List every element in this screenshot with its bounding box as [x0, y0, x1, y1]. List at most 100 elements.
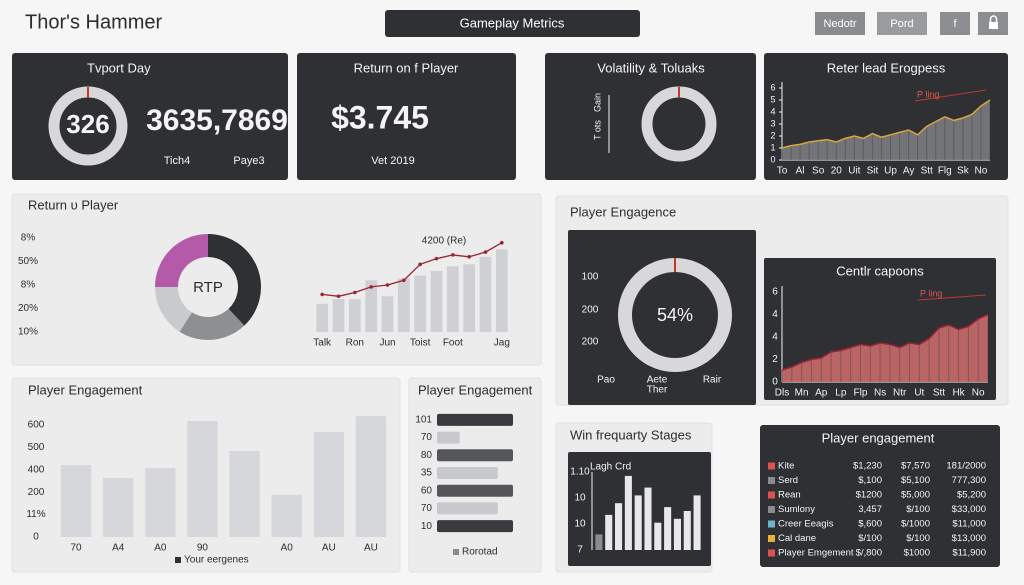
ring-value: 399	[659, 110, 699, 137]
table-cell: $/100	[906, 504, 930, 515]
bar	[187, 420, 218, 537]
card-title: Volatility & Toluaks	[597, 60, 705, 75]
table-cell: Kite	[778, 461, 794, 472]
tab-button[interactable]	[385, 10, 640, 37]
x-tick-label: To	[777, 166, 788, 177]
row-swatch	[768, 462, 775, 470]
x-tick-label: Lp	[835, 388, 847, 399]
y-axis-label: 10	[574, 519, 586, 530]
bar	[316, 303, 329, 332]
y-tick-label: 60	[421, 485, 433, 496]
bar	[355, 416, 387, 537]
kpi-value: $3.745	[331, 99, 429, 135]
line-point	[418, 262, 422, 267]
table-title: Player engagement	[822, 430, 935, 445]
table-cell: Cal dane	[778, 533, 816, 544]
bar	[414, 275, 427, 332]
table-cell: $1000	[904, 548, 930, 559]
area-line	[781, 313, 989, 371]
table-cell: Serd	[778, 475, 798, 486]
bar	[654, 522, 662, 550]
bar	[446, 266, 459, 332]
bar	[103, 478, 134, 537]
button-label[interactable]: f	[953, 18, 957, 30]
y-tick-label: 3	[770, 118, 775, 128]
line-point	[434, 256, 439, 261]
table-cell: $5,200	[957, 490, 986, 501]
y-tick-label: 2	[770, 130, 775, 140]
row-swatch	[768, 535, 775, 542]
y-axis-label: 1.10	[570, 467, 590, 478]
button[interactable]	[815, 12, 865, 35]
bar	[664, 507, 672, 550]
bar	[437, 484, 513, 497]
line-point	[353, 290, 357, 295]
panel-title: Win frequarty Stages	[570, 427, 692, 442]
table-cell: Rean	[778, 490, 801, 501]
gauge-label: 200	[582, 305, 599, 316]
x-tick-label: Jun	[379, 338, 395, 349]
legend-label: Rorotad	[462, 547, 498, 558]
bar	[634, 495, 642, 550]
pie-slice	[208, 234, 261, 326]
table-cell: Creer Eeagis	[778, 519, 834, 530]
pie-slice	[179, 308, 245, 341]
x-tick-label: 20	[831, 166, 843, 177]
button[interactable]	[940, 12, 970, 35]
x-tick-label: Flg	[938, 166, 952, 177]
line-point	[385, 283, 390, 287]
y-tick-label: 6	[770, 82, 775, 92]
x-tick-label: Flp	[854, 388, 868, 399]
chart-title: Player Engagement	[418, 382, 533, 397]
table-cell: 777,300	[952, 475, 986, 486]
button-label[interactable]: Pord	[890, 18, 913, 30]
card-title: Tvport Day	[87, 60, 151, 75]
x-tick-label: Talk	[313, 338, 332, 349]
x-tick-label: Ay	[903, 166, 915, 177]
bar	[365, 280, 378, 332]
bar	[595, 534, 603, 550]
y-axis-label: 10	[574, 493, 586, 504]
kpi-card	[297, 53, 516, 180]
bar	[271, 494, 302, 537]
bar	[644, 487, 652, 550]
y-axis-label: 0	[33, 532, 39, 543]
line-point	[451, 253, 455, 257]
tab-label[interactable]: Gameplay Metrics	[460, 15, 565, 30]
bar	[437, 520, 513, 533]
line-point	[402, 278, 406, 283]
table-cell: Sumlony	[778, 504, 815, 515]
ring-value: 326	[66, 109, 109, 139]
bar	[437, 502, 498, 515]
y-axis-label: 6	[772, 287, 778, 298]
y-axis-label: 8%	[21, 280, 36, 291]
bar	[693, 495, 701, 550]
row-swatch	[768, 506, 775, 513]
line-point	[320, 292, 324, 297]
area	[782, 100, 990, 160]
annotation: P ling	[920, 288, 942, 298]
button[interactable]	[877, 12, 927, 35]
line-point	[369, 285, 373, 289]
table-card	[760, 425, 1000, 567]
bar	[605, 514, 613, 550]
x-tick-label: Toist	[410, 338, 431, 349]
card-title: Return on f Player	[354, 60, 459, 75]
app-title: Thor's Hammer	[25, 11, 163, 33]
annotation: P ling	[917, 89, 939, 99]
table-cell: $11,900	[952, 548, 986, 559]
y-tick-label: 4	[770, 106, 775, 116]
row-swatch	[768, 491, 775, 499]
table-cell: $/100	[906, 533, 930, 544]
line-point	[500, 240, 504, 245]
side-label: Gain	[592, 93, 602, 112]
legend-label: Your eergenes	[184, 555, 249, 566]
button-label[interactable]: Nedotr	[823, 18, 856, 30]
line-point	[336, 294, 341, 299]
table-cell: $13,000	[952, 533, 986, 544]
gauge-label: Pao	[597, 375, 615, 386]
x-tick-label: Mn	[795, 388, 809, 399]
bar	[397, 278, 410, 332]
y-axis-label: 10%	[18, 327, 38, 338]
